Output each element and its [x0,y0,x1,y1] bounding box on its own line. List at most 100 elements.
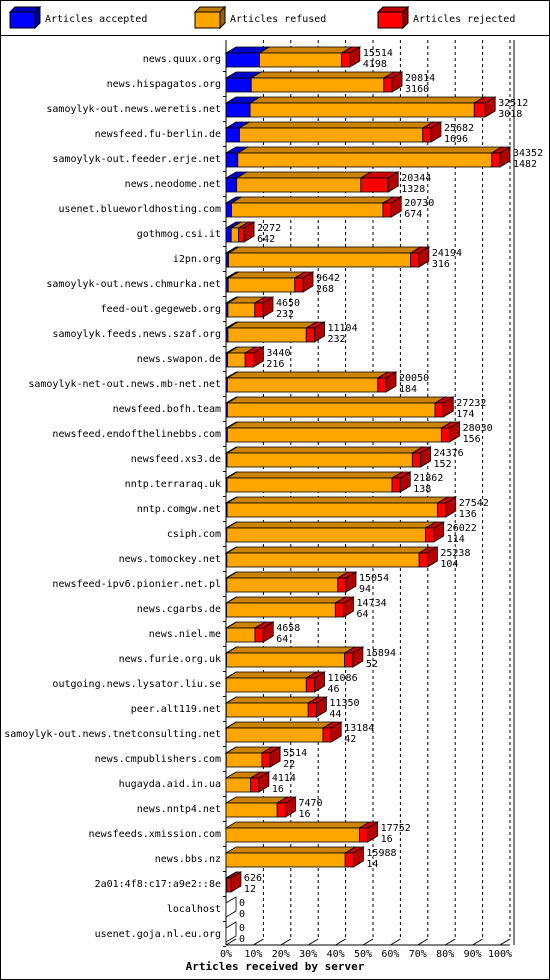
bar-segment [261,752,271,768]
bar-top [225,496,449,504]
value-label-accepted: 14 [366,859,378,870]
value-label-accepted: 268 [316,284,334,295]
bar-side [426,546,438,568]
value-label-accepted: 174 [456,409,474,420]
value-label-total: 11350 [329,698,359,709]
value-label-accepted: 114 [447,534,465,545]
bar-segment [225,727,324,743]
bar-segment [250,77,385,93]
y-tick-label: news.tomockey.net [119,554,221,565]
value-label-accepted: 16 [272,784,284,795]
value-label-total: 17752 [381,823,411,834]
bar-side [430,121,442,143]
value-label-accepted: 52 [366,659,378,670]
bar-side [442,396,454,418]
bar-side [243,221,255,243]
bar-segment [225,77,252,93]
tick-mark [390,938,401,946]
y-tick-label: gothmog.csi.it [137,229,221,240]
value-label-accepted: 16 [298,809,310,820]
bar-segment [305,677,315,693]
value-label-total: 15894 [366,648,396,659]
bar-segment [344,852,354,868]
bar-segment [337,577,347,593]
tick-mark [253,938,264,946]
y-tick-label: samoylyk-out.news.chmurka.net [46,279,221,290]
value-label-accepted: 42 [344,734,356,745]
x-tick-label: 60% [381,949,399,960]
bar-top [226,271,307,279]
value-label-accepted: 1696 [444,134,468,145]
bar-side [314,321,325,343]
bar-segment [254,627,264,643]
value-label-total: 7470 [298,798,322,809]
bar-side [302,271,314,293]
bar-top [225,596,347,604]
value-label-total: 26022 [447,523,477,534]
bar-segment [227,352,246,368]
y-tick-label: nntp.terraraq.uk [125,479,221,490]
legend-swatch [194,11,221,29]
bar-segment [225,202,232,218]
bar-segment [334,602,344,618]
bar-segment [322,727,332,743]
y-tick-label: news.cmpublishers.com [95,754,221,765]
bar-side [258,771,270,793]
bar-segment [294,277,304,293]
tick-mark [307,938,319,946]
tick-mark [280,938,292,946]
bar-segment [341,52,351,68]
tick-mark [362,938,374,946]
bar-top [249,71,396,79]
bar-segment [254,302,264,318]
bar-segment [259,52,343,68]
bar-top [230,196,395,204]
bar-side [390,196,402,218]
value-label-total: 32512 [498,98,528,109]
value-label-accepted: 232 [328,334,346,345]
bar-segment [239,127,424,143]
y-tick-label: news.nntp4.net [137,804,221,815]
y-tick-label: samoylyk-out.news.weretis.net [46,104,221,115]
y-tick-label: newsfeed.endofthelinebbs.com [52,429,221,440]
bar-segment [225,827,360,843]
bar-side [330,721,342,743]
legend-label: Articles rejected [413,14,515,25]
bar-segment [225,102,251,118]
value-label-accepted: 642 [257,234,275,245]
bar-segment [305,327,315,343]
y-tick-label: samoylyk-net-out.news.mb-net.net [28,379,221,390]
value-label-total: 2272 [257,223,281,234]
bar-segment [225,152,239,168]
y-tick-label: hugayda.aid.in.ua [119,779,221,790]
y-tick-label: news.furie.org.uk [119,654,221,665]
bar-side [418,246,430,268]
y-tick-label: news.quux.org [143,54,221,65]
value-label-accepted: 216 [266,359,284,370]
y-tick-label: newsfeed.xs3.de [131,454,221,465]
bar-segment [359,827,369,843]
value-label-accepted: 4198 [363,59,387,70]
bar-segment [225,852,346,868]
value-label-total: 0 [239,898,245,909]
bar-segment [228,252,412,268]
bar-top [226,321,318,329]
bar-segment [383,77,393,93]
value-label-total: 24376 [434,448,464,459]
bar-segment [225,177,238,193]
bar-segment [231,202,384,218]
legend-swatch [9,11,36,29]
bar-side [225,921,237,943]
value-label-accepted: 104 [440,559,458,570]
value-label-total: 24194 [432,248,462,259]
bar-top [225,471,404,479]
y-tick-label: samoylyk-out.feeder.erje.net [52,154,221,165]
value-label-total: 4650 [276,298,300,309]
value-label-total: 25682 [444,123,474,134]
bar-segment [225,677,307,693]
y-tick-label: newsfeed-ipv6.pionier.net.pl [52,579,221,590]
bar-segment [411,452,421,468]
y-tick-label: nntp.comgw.net [137,504,221,515]
bar-segment [425,527,435,543]
value-label-accepted: 138 [413,484,431,495]
